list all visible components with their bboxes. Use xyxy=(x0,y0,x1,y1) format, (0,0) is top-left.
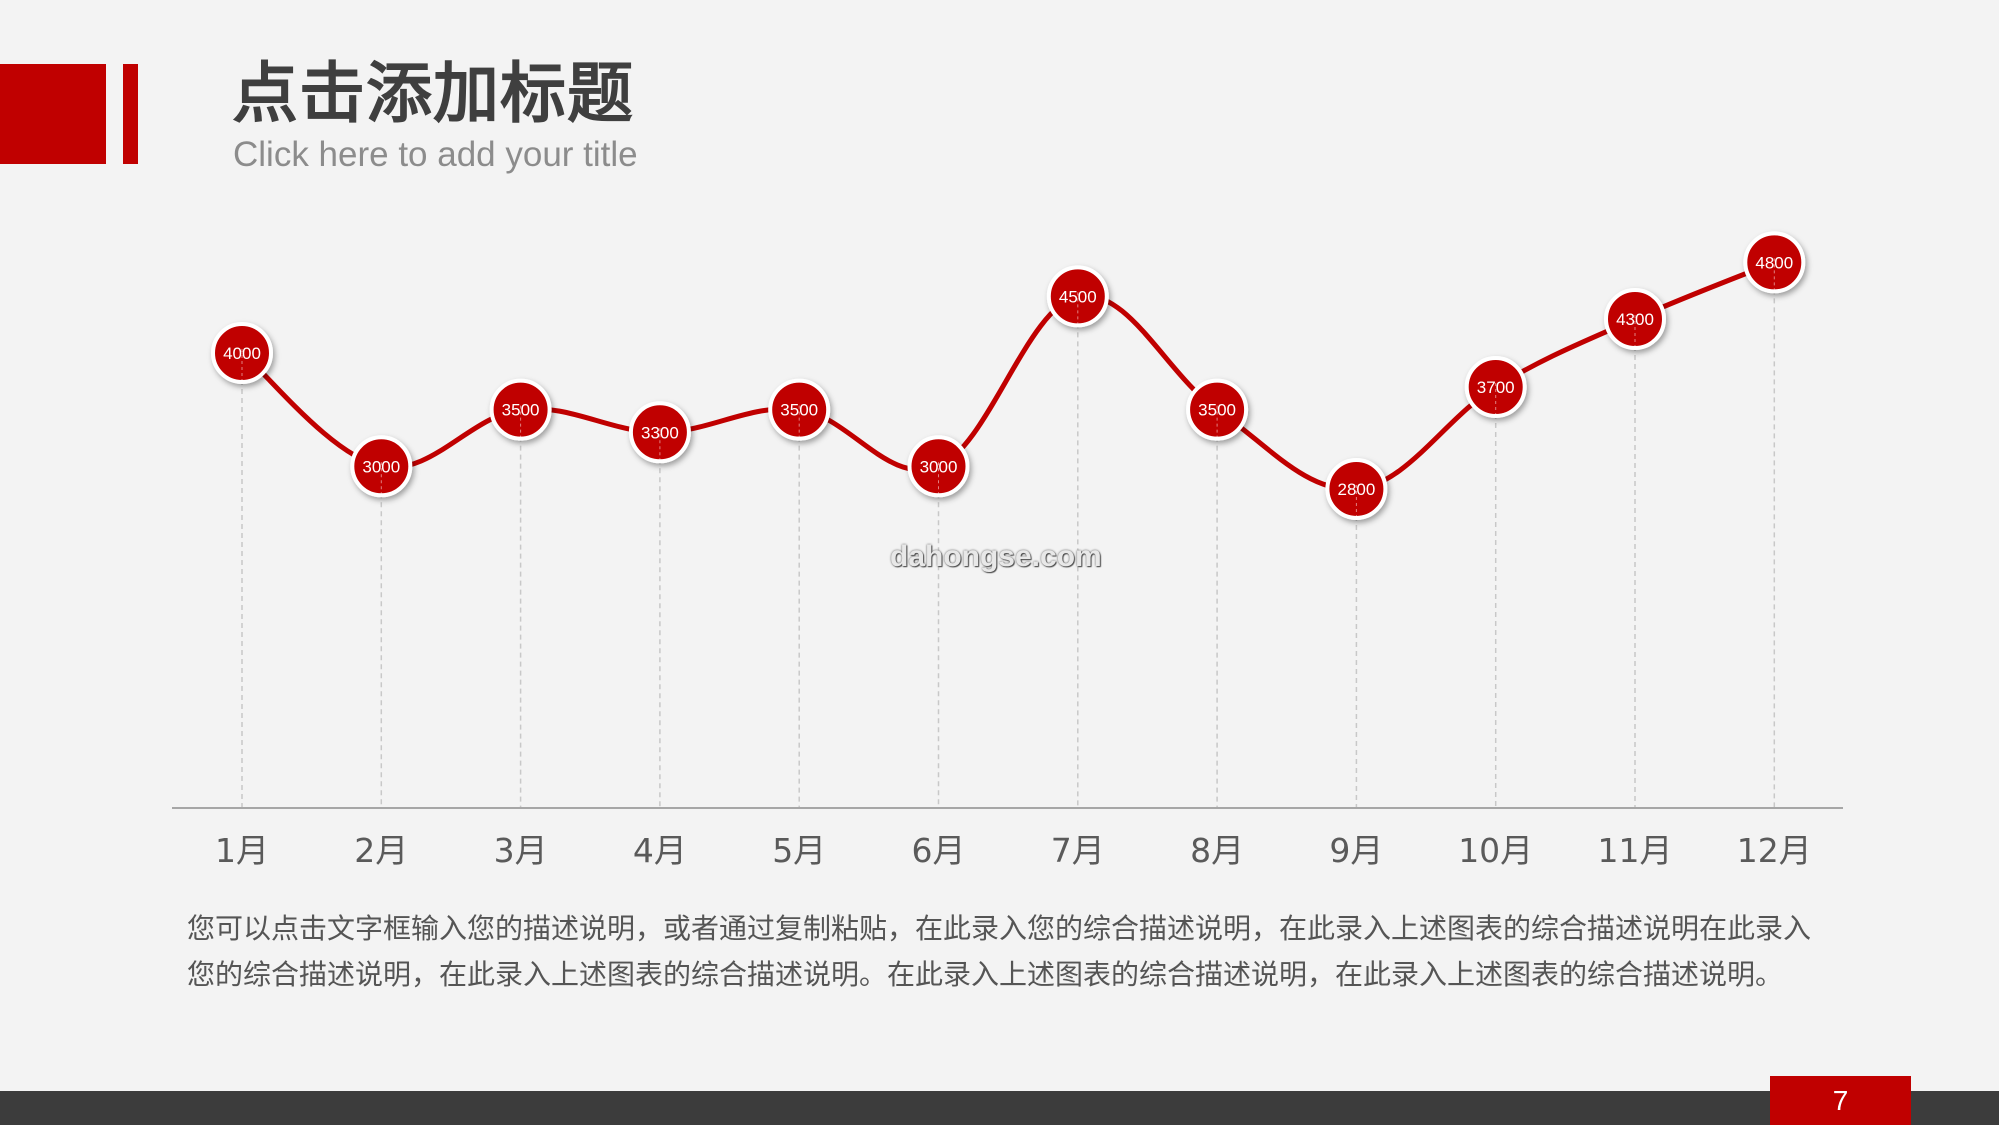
page-number: 7 xyxy=(1770,1076,1911,1125)
data-label: 3700 xyxy=(1477,378,1515,397)
data-label: 4300 xyxy=(1616,310,1654,329)
series-line xyxy=(239,259,1777,492)
data-point-marker[interactable] xyxy=(907,435,970,498)
x-tick-label: 6月 xyxy=(912,831,966,870)
watermark: dahongse.com xyxy=(890,540,1102,573)
data-label: 2800 xyxy=(1337,480,1375,499)
x-tick-label: 1月 xyxy=(215,831,269,870)
data-point-marker[interactable] xyxy=(1046,265,1109,328)
data-point-marker[interactable] xyxy=(1325,457,1388,520)
data-point-marker[interactable] xyxy=(350,435,413,498)
x-tick-label: 9月 xyxy=(1329,831,1383,870)
data-point-marker[interactable] xyxy=(211,322,273,384)
data-label: 3300 xyxy=(641,423,679,442)
footer-bar xyxy=(0,1091,1999,1125)
data-point-marker[interactable] xyxy=(489,378,552,441)
data-label: 3500 xyxy=(502,401,540,420)
x-tick-label: 7月 xyxy=(1051,831,1105,870)
data-label: 3500 xyxy=(780,401,818,420)
page-subtitle[interactable]: Click here to add your title xyxy=(233,135,638,174)
x-tick-label: 3月 xyxy=(494,831,548,870)
x-tick-label: 2月 xyxy=(354,831,408,870)
x-tick-label: 12月 xyxy=(1737,831,1812,870)
page-title[interactable]: 点击添加标题 xyxy=(232,55,634,132)
data-label: 4000 xyxy=(223,344,261,363)
data-point-marker[interactable] xyxy=(1464,355,1527,418)
x-tick-label: 8月 xyxy=(1190,831,1244,870)
data-point-marker[interactable] xyxy=(1743,231,1806,294)
x-tick-label: 10月 xyxy=(1458,831,1533,870)
header-accent-block xyxy=(0,64,106,164)
x-tick-label: 4月 xyxy=(633,831,687,870)
data-label: 3500 xyxy=(1198,401,1236,420)
data-point-marker[interactable] xyxy=(628,401,691,464)
data-label: 3000 xyxy=(362,457,400,476)
data-label: 4500 xyxy=(1059,287,1097,306)
data-label: 4800 xyxy=(1755,253,1793,272)
x-tick-label: 11月 xyxy=(1598,831,1673,870)
data-label: 3000 xyxy=(920,457,958,476)
x-tick-label: 5月 xyxy=(772,831,826,870)
header-accent-bar xyxy=(123,64,138,164)
data-point-marker[interactable] xyxy=(768,378,831,441)
data-point-marker[interactable] xyxy=(1186,378,1249,441)
data-point-marker[interactable] xyxy=(1604,288,1666,351)
description-text[interactable]: 您可以点击文字框输入您的描述说明，或者通过复制粘贴，在此录入您的综合描述说明，在… xyxy=(187,912,1812,991)
